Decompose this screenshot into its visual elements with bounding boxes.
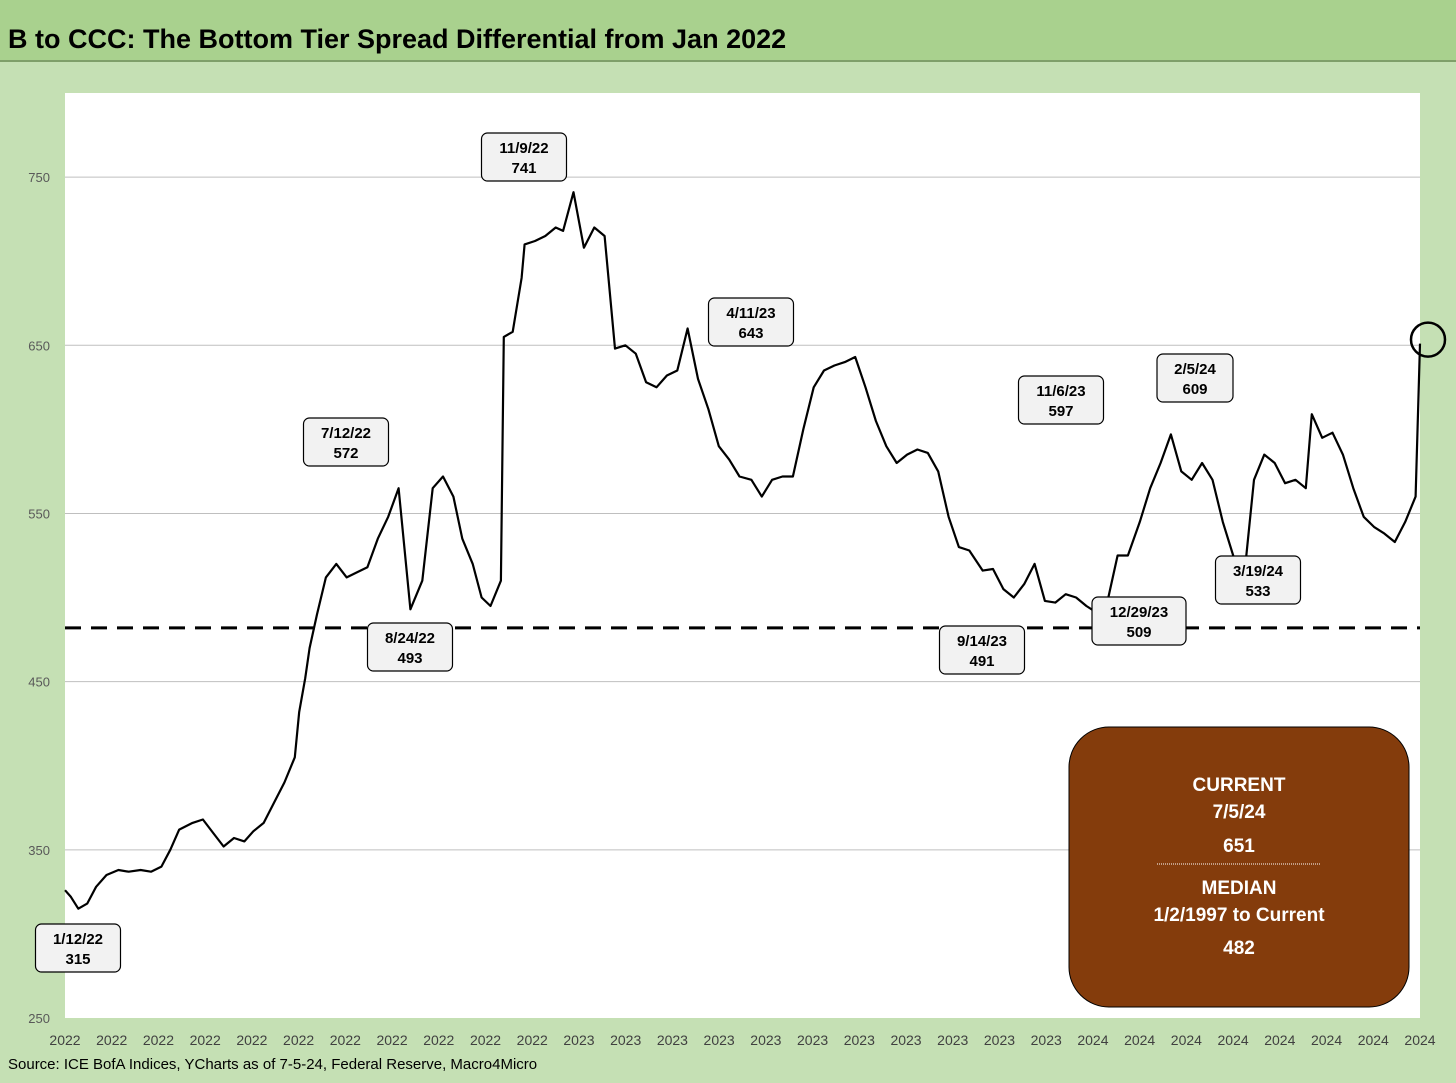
x-tick-label: 2023 bbox=[563, 1032, 594, 1048]
annotation-value: 643 bbox=[738, 325, 763, 342]
annotation-callout: 9/14/23 491 bbox=[938, 625, 1026, 675]
annotation-date: 12/29/23 bbox=[1110, 604, 1168, 621]
chart-title: B to CCC: The Bottom Tier Spread Differe… bbox=[8, 24, 787, 54]
x-tick-label: 2022 bbox=[330, 1032, 361, 1048]
x-tick-label: 2024 bbox=[1404, 1032, 1435, 1048]
x-tick-label: 2024 bbox=[1171, 1032, 1202, 1048]
info-median-value: 482 bbox=[1223, 938, 1255, 959]
x-tick-label: 2023 bbox=[984, 1032, 1015, 1048]
x-tick-label: 2022 bbox=[190, 1032, 221, 1048]
y-tick-label: 350 bbox=[28, 843, 50, 858]
annotation-box bbox=[1017, 375, 1105, 425]
annotation-date: 8/24/22 bbox=[385, 630, 435, 647]
x-tick-label: 2023 bbox=[797, 1032, 828, 1048]
x-tick-label: 2022 bbox=[423, 1032, 454, 1048]
info-current-date: 7/5/24 bbox=[1213, 802, 1266, 823]
x-tick-label: 2023 bbox=[890, 1032, 921, 1048]
annotation-callout: 12/29/23 509 bbox=[1091, 596, 1187, 646]
annotation-value: 491 bbox=[969, 653, 994, 670]
x-tick-label: 2024 bbox=[1077, 1032, 1108, 1048]
x-tick-label: 2022 bbox=[517, 1032, 548, 1048]
annotation-value: 609 bbox=[1182, 381, 1207, 398]
x-tick-label: 2023 bbox=[704, 1032, 735, 1048]
annotation-callout: 11/9/22 741 bbox=[480, 132, 568, 182]
annotation-value: 533 bbox=[1245, 583, 1270, 600]
annotation-box bbox=[302, 417, 390, 467]
annotation-date: 11/9/22 bbox=[499, 140, 548, 157]
annotation-date: 2/5/24 bbox=[1174, 361, 1216, 378]
x-tick-label: 2023 bbox=[610, 1032, 641, 1048]
annotation-callout: 2/5/24 609 bbox=[1156, 353, 1234, 403]
x-tick-label: 2022 bbox=[236, 1032, 267, 1048]
annotation-value: 572 bbox=[333, 445, 358, 462]
x-tick-label: 2023 bbox=[750, 1032, 781, 1048]
x-tick-label: 2022 bbox=[376, 1032, 407, 1048]
info-current-label: CURRENT bbox=[1193, 775, 1286, 796]
annotation-callout: 3/19/24 533 bbox=[1214, 555, 1302, 605]
x-tick-label: 2024 bbox=[1218, 1032, 1249, 1048]
info-median-range: 1/2/1997 to Current bbox=[1153, 905, 1325, 926]
annotation-value: 509 bbox=[1126, 624, 1151, 641]
x-tick-label: 2022 bbox=[143, 1032, 174, 1048]
annotation-date: 9/14/23 bbox=[957, 633, 1007, 650]
annotation-callout: 1/12/22 315 bbox=[34, 923, 122, 973]
x-tick-label: 2024 bbox=[1124, 1032, 1155, 1048]
info-median-label: MEDIAN bbox=[1202, 878, 1277, 899]
annotation-callout: 8/24/22 493 bbox=[366, 622, 454, 672]
y-tick-label: 550 bbox=[28, 506, 50, 521]
x-tick-label: 2023 bbox=[1031, 1032, 1062, 1048]
annotation-box bbox=[480, 132, 568, 182]
annotation-box bbox=[1156, 353, 1234, 403]
annotation-value: 493 bbox=[397, 650, 422, 667]
annotation-date: 3/19/24 bbox=[1233, 563, 1284, 580]
annotation-box bbox=[1214, 555, 1302, 605]
annotations: 1/12/22 315 7/12/22 572 8/24/22 493 11/9/22 741… bbox=[34, 132, 1302, 973]
x-tick-label: 2022 bbox=[470, 1032, 501, 1048]
annotation-callout: 7/12/22 572 bbox=[302, 417, 390, 467]
info-box-background bbox=[1068, 726, 1410, 1008]
y-tick-label: 750 bbox=[28, 170, 50, 185]
x-tick-label: 2023 bbox=[937, 1032, 968, 1048]
x-axis: 2022 2022 2022 2022 2022 2022 2022 2022 2022 2022… bbox=[49, 1032, 1435, 1048]
x-tick-label: 2024 bbox=[1264, 1032, 1295, 1048]
annotation-box bbox=[366, 622, 454, 672]
annotation-box bbox=[938, 625, 1026, 675]
annotation-date: 7/12/22 bbox=[321, 425, 371, 442]
x-tick-label: 2024 bbox=[1358, 1032, 1389, 1048]
annotation-callout: 11/6/23 597 bbox=[1017, 375, 1105, 425]
annotation-box bbox=[1091, 596, 1187, 646]
current-point-circle bbox=[1409, 321, 1447, 358]
x-tick-label: 2022 bbox=[283, 1032, 314, 1048]
annotation-callout: 4/11/23 643 bbox=[707, 297, 795, 347]
info-box: CURRENT 7/5/24 651 MEDIAN 1/2/1997 to Cu… bbox=[1068, 726, 1410, 1008]
annotation-value: 741 bbox=[511, 160, 536, 177]
annotation-date: 4/11/23 bbox=[726, 305, 775, 322]
y-axis: 250 350 450 550 650 750 bbox=[28, 170, 50, 1026]
x-tick-label: 2023 bbox=[657, 1032, 688, 1048]
x-tick-label: 2022 bbox=[96, 1032, 127, 1048]
info-current-value: 651 bbox=[1223, 836, 1255, 857]
source-note: Source: ICE BofA Indices, YCharts as of … bbox=[8, 1056, 538, 1073]
annotation-date: 1/12/22 bbox=[53, 931, 103, 948]
x-tick-label: 2023 bbox=[844, 1032, 875, 1048]
annotation-box bbox=[707, 297, 795, 347]
title-bar: B to CCC: The Bottom Tier Spread Differe… bbox=[0, 0, 1456, 62]
annotation-box bbox=[34, 923, 122, 973]
y-tick-label: 650 bbox=[28, 338, 50, 353]
y-tick-label: 250 bbox=[28, 1011, 50, 1026]
series-line bbox=[64, 191, 1422, 910]
x-tick-label: 2024 bbox=[1311, 1032, 1342, 1048]
annotation-date: 11/6/23 bbox=[1036, 383, 1085, 400]
annotation-value: 315 bbox=[65, 951, 90, 968]
annotation-value: 597 bbox=[1048, 403, 1073, 420]
y-tick-label: 450 bbox=[28, 675, 50, 690]
x-tick-label: 2022 bbox=[49, 1032, 80, 1048]
